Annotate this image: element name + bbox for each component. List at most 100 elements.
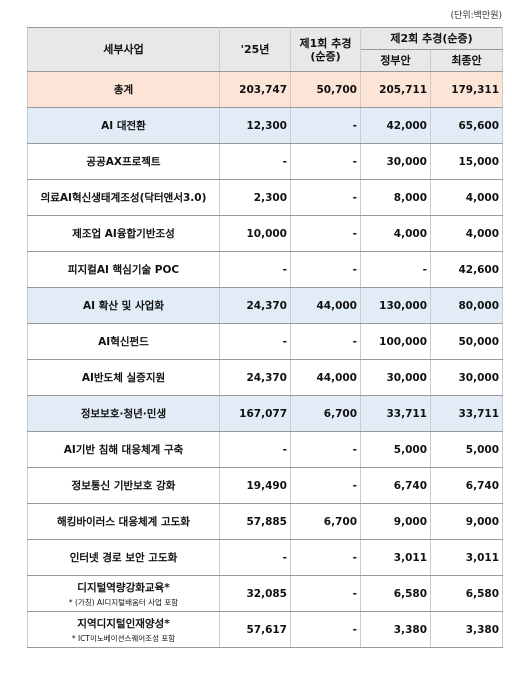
value-cell: 2,300 — [219, 179, 291, 216]
value-text: 24,370 — [246, 299, 287, 312]
value-cell: 6,740 — [429, 467, 504, 504]
value-cell: 65,600 — [429, 107, 504, 144]
row-label: AI 대전환 — [27, 107, 220, 144]
header-cell: 세부사업 — [27, 27, 220, 72]
value-text: 44,000 — [316, 299, 357, 312]
value-cell: 44,000 — [290, 287, 361, 324]
table-row: 정보통신 기반보호 강화 19,490 - 6,740 6,740 — [27, 467, 504, 504]
value-text: - — [352, 587, 357, 600]
value-text: - — [282, 443, 287, 456]
row-label: 디지털역량강화교육* * (가칭) AI디지털배움터 사업 포함 — [27, 575, 220, 612]
value-text: 57,617 — [246, 623, 287, 636]
value-text: 44,000 — [316, 371, 357, 384]
value-text: 3,011 — [393, 551, 427, 564]
value-text: - — [352, 443, 357, 456]
label-text: AI 확산 및 사업화 — [83, 300, 164, 312]
row-label: 정보통신 기반보호 강화 — [27, 467, 220, 504]
value-text: 80,000 — [458, 299, 500, 312]
value-text: 42,600 — [458, 263, 500, 276]
row-label: 인터넷 경로 보안 고도화 — [27, 539, 220, 576]
row-label: AI기반 침해 대응체계 구축 — [27, 431, 220, 468]
table-row: 공공AX프로젝트 - - 30,000 15,000 — [27, 143, 504, 180]
value-text: 3,380 — [465, 623, 500, 636]
value-text: 203,747 — [239, 83, 287, 96]
value-cell: 205,711 — [360, 71, 431, 108]
value-cell: 44,000 — [290, 359, 361, 396]
value-text: 6,700 — [323, 407, 357, 420]
value-text: 50,000 — [458, 335, 500, 348]
value-text: - — [352, 191, 357, 204]
value-cell: 50,700 — [290, 71, 361, 108]
value-cell: 80,000 — [429, 287, 504, 324]
value-cell: - — [290, 611, 361, 648]
value-text: 57,885 — [246, 515, 287, 528]
table-row: 인터넷 경로 보안 고도화 - - 3,011 3,011 — [27, 539, 504, 576]
value-cell: 6,700 — [290, 503, 361, 540]
row-label: 피지컬AI 핵심기술 POC — [27, 251, 220, 288]
value-text: - — [282, 263, 287, 276]
value-cell: 4,000 — [429, 179, 504, 216]
value-text: - — [352, 623, 357, 636]
value-cell: 3,011 — [360, 539, 431, 576]
value-text: 6,700 — [323, 515, 357, 528]
table-row: AI 대전환 12,300 - 42,000 65,600 — [27, 107, 504, 144]
value-cell: - — [219, 323, 291, 360]
label-text: AI 대전환 — [101, 120, 146, 132]
value-text: - — [352, 227, 357, 240]
value-text: 32,085 — [246, 587, 287, 600]
value-text: - — [352, 551, 357, 564]
value-cell: - — [290, 431, 361, 468]
label-text: AI반도체 실증지원 — [81, 372, 166, 384]
value-cell: - — [290, 467, 361, 504]
value-text: - — [352, 479, 357, 492]
value-cell: 167,077 — [219, 395, 291, 432]
value-text: 100,000 — [379, 335, 427, 348]
value-text: 15,000 — [458, 155, 500, 168]
table-row: 제조업 AI융합기반조성 10,000 - 4,000 4,000 — [27, 215, 504, 252]
value-cell: 33,711 — [429, 395, 504, 432]
value-cell: - — [360, 251, 431, 288]
value-text: 2,300 — [253, 191, 287, 204]
table-row: 총계 203,747 50,700 205,711 179,311 — [27, 71, 504, 108]
header-cell: 정부안 — [360, 49, 431, 72]
value-cell: 57,885 — [219, 503, 291, 540]
table-row: 지역디지털인재양성* * ICT이노베이션스퀘어조성 포함 57,617 - 3,380… — [27, 611, 504, 648]
label-text: AI기반 침해 대응체계 구축 — [63, 444, 184, 456]
value-text: - — [282, 155, 287, 168]
label-text: 피지컬AI 핵심기술 POC — [67, 264, 180, 276]
value-cell: - — [219, 143, 291, 180]
header-cell: '25년 — [219, 27, 291, 72]
value-text: - — [352, 155, 357, 168]
table-row: AI반도체 실증지원 24,370 44,000 30,000 30,000 — [27, 359, 504, 396]
value-cell: 8,000 — [360, 179, 431, 216]
value-cell: 50,000 — [429, 323, 504, 360]
value-cell: 15,000 — [429, 143, 504, 180]
value-text: 6,580 — [393, 587, 427, 600]
value-text: - — [282, 335, 287, 348]
value-cell: 4,000 — [429, 215, 504, 252]
value-cell: 5,000 — [429, 431, 504, 468]
value-cell: 3,380 — [429, 611, 504, 648]
value-cell: 42,600 — [429, 251, 504, 288]
value-cell: 6,700 — [290, 395, 361, 432]
value-text: 10,000 — [246, 227, 287, 240]
value-cell: 179,311 — [429, 71, 504, 108]
value-text: 3,380 — [393, 623, 427, 636]
value-text: 42,000 — [386, 119, 427, 132]
value-text: 5,000 — [393, 443, 427, 456]
value-text: 30,000 — [458, 371, 500, 384]
value-cell: 3,011 — [429, 539, 504, 576]
value-cell: 9,000 — [429, 503, 504, 540]
value-cell: - — [219, 431, 291, 468]
table-body: 총계 203,747 50,700 205,711 179,311 AI 대전환 12,30… — [27, 71, 504, 648]
value-cell: 3,380 — [360, 611, 431, 648]
value-text: 9,000 — [393, 515, 427, 528]
row-label: AI반도체 실증지원 — [27, 359, 220, 396]
value-cell: 30,000 — [360, 359, 431, 396]
value-text: 19,490 — [246, 479, 287, 492]
header-cell: 제2회 추경(순증) — [359, 27, 504, 50]
label-text: 해킹바이러스 대응체계 고도화 — [57, 516, 190, 528]
row-label: 지역디지털인재양성* * ICT이노베이션스퀘어조성 포함 — [27, 611, 220, 648]
value-cell: 42,000 — [360, 107, 431, 144]
